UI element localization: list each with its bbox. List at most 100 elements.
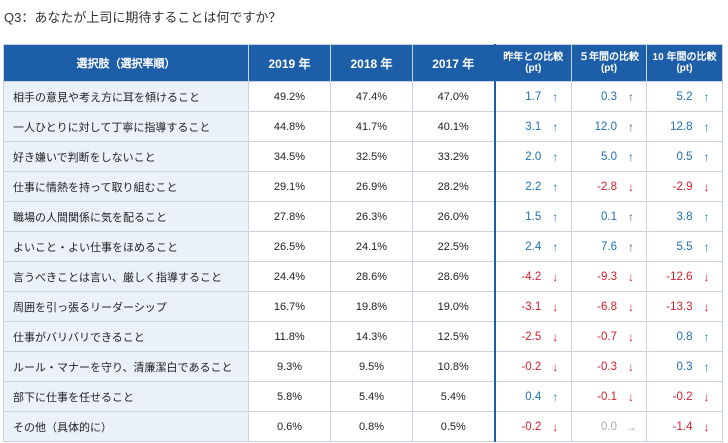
value-2018: 41.7%	[330, 111, 413, 142]
value-2019: 0.6%	[248, 411, 331, 442]
change-10-years-value: 0.3	[676, 360, 693, 373]
change-5-years: -9.3 ↓	[571, 261, 647, 292]
arrow-up-icon: ↑	[703, 149, 710, 164]
value-2019: 9.3%	[248, 351, 331, 382]
header-compare-10y: 10 年間の比較 (pt)	[646, 44, 723, 82]
arrow-down-icon: ↓	[628, 359, 634, 374]
header-compare-prev-label: 昨年との比較	[503, 52, 564, 63]
change-prev-year-value: 0.4	[525, 390, 542, 403]
change-10-years-value: 12.8	[670, 120, 693, 133]
arrow-up-icon: ↑	[628, 239, 634, 254]
arrow-down-icon: ↓	[552, 329, 559, 344]
change-10-years-value: -12.6	[666, 270, 693, 283]
arrow-down-icon: ↓	[703, 299, 710, 314]
change-prev-year: 2.0 ↑	[493, 141, 572, 172]
value-2018: 5.4%	[330, 381, 413, 412]
change-10-years: -12.6 ↓	[646, 261, 723, 292]
change-5-years-value: -9.3	[597, 270, 617, 283]
option-label: 周囲を引っ張るリーダーシップ	[3, 291, 249, 322]
change-10-years-value: -13.3	[666, 300, 693, 313]
change-5-years: 0.1 ↑	[571, 201, 647, 232]
value-2017: 28.6%	[412, 261, 495, 292]
change-5-years: 0.0 →	[571, 411, 647, 442]
arrow-down-icon: ↓	[552, 359, 559, 374]
change-prev-year-wrap: -2.5 ↓	[505, 330, 561, 344]
arrow-up-icon: ↑	[552, 119, 559, 134]
arrow-down-icon: ↓	[628, 299, 634, 314]
option-label: 言うべきことは言い、厳しく指導すること	[3, 261, 249, 292]
table-row: 周囲を引っ張るリーダーシップ 16.7% 19.8% 19.0% -3.1 ↓ -6.8 ↓ -…	[3, 291, 723, 322]
change-10-years: 0.8 ↑	[646, 321, 723, 352]
value-2019: 24.4%	[248, 261, 331, 292]
table-row: 相手の意見や考え方に耳を傾けること 49.2% 47.4% 47.0% 1.7 ↑ 0.3 ↑…	[3, 81, 723, 112]
change-prev-year-wrap: 1.7 ↑	[505, 90, 561, 104]
value-2019: 26.5%	[248, 231, 331, 262]
arrow-up-icon: ↑	[628, 149, 634, 164]
change-10-years-value: 0.5	[676, 150, 693, 163]
change-10-years-value: -1.4	[672, 420, 693, 433]
change-5-years: -0.1 ↓	[571, 381, 647, 412]
value-2019: 5.8%	[248, 381, 331, 412]
arrow-up-icon: ↑	[703, 119, 710, 134]
change-prev-year-value: -2.5	[521, 330, 542, 343]
change-10-years-wrap: -1.4 ↓	[657, 420, 713, 434]
table-row: よいこと・よい仕事をほめること 26.5% 24.1% 22.5% 2.4 ↑ 7.6 ↑ 5.…	[3, 231, 723, 262]
change-5-years-wrap: -9.3 ↓	[581, 270, 637, 284]
change-prev-year-value: -0.2	[521, 420, 542, 433]
arrow-up-icon: ↑	[628, 119, 634, 134]
arrow-up-icon: ↑	[703, 329, 710, 344]
value-2018: 26.3%	[330, 201, 413, 232]
value-2017: 40.1%	[412, 111, 495, 142]
change-5-years: 5.0 ↑	[571, 141, 647, 172]
change-prev-year: 3.1 ↑	[493, 111, 572, 142]
header-option: 選択肢（選択率順）	[3, 44, 249, 82]
arrow-up-icon: ↑	[552, 179, 559, 194]
change-5-years-value: -2.8	[597, 180, 617, 193]
option-label: 部下に仕事を任せること	[3, 381, 249, 412]
table-row: 仕事がバリバリできること 11.8% 14.3% 12.5% -2.5 ↓ -0.7 ↓ 0.8…	[3, 321, 723, 352]
change-prev-year-value: 1.5	[525, 210, 542, 223]
change-prev-year: 1.5 ↑	[493, 201, 572, 232]
table-row: 好き嫌いで判断をしないこと 34.5% 32.5% 33.2% 2.0 ↑ 5.0 ↑ 0.5 ↑	[3, 141, 723, 172]
header-row: 選択肢（選択率順） 2019 年 2018 年 2017 年 昨年との比較 (pt…	[3, 44, 723, 82]
change-5-years-wrap: 12.0 ↑	[581, 120, 637, 134]
change-10-years-value: 5.5	[676, 240, 693, 253]
change-10-years-wrap: 5.5 ↑	[657, 240, 713, 254]
value-2018: 24.1%	[330, 231, 413, 262]
change-prev-year-value: -0.2	[521, 360, 542, 373]
change-5-years-wrap: 0.1 ↑	[581, 210, 637, 224]
arrow-up-icon: ↑	[703, 239, 710, 254]
arrow-down-icon: ↓	[552, 299, 559, 314]
change-10-years-wrap: 12.8 ↑	[657, 120, 713, 134]
change-5-years-value: -0.1	[597, 390, 617, 403]
change-prev-year-wrap: -0.2 ↓	[505, 420, 561, 434]
change-10-years-value: -0.2	[672, 390, 693, 403]
change-prev-year: 0.4 ↑	[493, 381, 572, 412]
change-10-years-wrap: 0.8 ↑	[657, 330, 713, 344]
change-10-years: -0.2 ↓	[646, 381, 723, 412]
value-2017: 33.2%	[412, 141, 495, 172]
change-5-years: -6.8 ↓	[571, 291, 647, 322]
change-5-years-wrap: 0.0 →	[581, 420, 637, 434]
value-2019: 27.8%	[248, 201, 331, 232]
value-2018: 9.5%	[330, 351, 413, 382]
change-prev-year: -0.2 ↓	[493, 411, 572, 442]
page-title: Q3：あなたが上司に期待することは何ですか？	[4, 10, 282, 25]
change-5-years-value: 5.0	[601, 150, 617, 163]
change-10-years: -2.9 ↓	[646, 171, 723, 202]
change-10-years-value: -2.9	[672, 180, 693, 193]
change-5-years: 7.6 ↑	[571, 231, 647, 262]
arrow-up-icon: ↑	[552, 149, 559, 164]
value-2019: 11.8%	[248, 321, 331, 352]
header-compare-5y-label: ５年間の比較	[579, 52, 639, 63]
change-10-years-wrap: 0.5 ↑	[657, 150, 713, 164]
arrow-up-icon: ↑	[628, 209, 634, 224]
value-2019: 16.7%	[248, 291, 331, 322]
option-label: よいこと・よい仕事をほめること	[3, 231, 249, 262]
table-row: その他（具体的に） 0.6% 0.8% 0.5% -0.2 ↓ 0.0 → -1.4 ↓	[3, 411, 723, 442]
results-table: 選択肢（選択率順） 2019 年 2018 年 2017 年 昨年との比較 (pt…	[3, 44, 723, 442]
value-2018: 14.3%	[330, 321, 413, 352]
change-5-years-wrap: 7.6 ↑	[581, 240, 637, 254]
change-5-years-wrap: -0.7 ↓	[581, 330, 637, 344]
option-label: 相手の意見や考え方に耳を傾けること	[3, 81, 249, 112]
